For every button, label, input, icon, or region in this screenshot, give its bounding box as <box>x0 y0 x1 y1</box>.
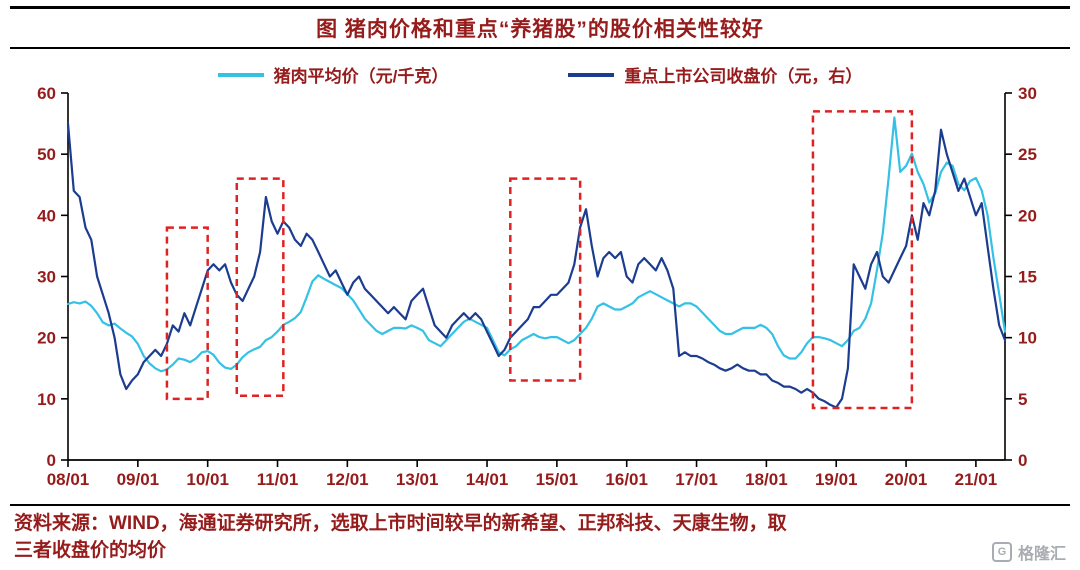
dual-axis-line-chart: 0 10 20 30 40 50 60 0 5 10 15 20 25 30 08/01 09/01 10/01… <box>37 84 1037 489</box>
source-note-line1: 资料来源：WIND，海通证券研究所，选取上市时间较早的新希望、正邦科技、天康生物… <box>14 513 787 534</box>
legend-item-pork-price: 猪肉平均价（元/千克） <box>217 62 449 87</box>
svg-text:10: 10 <box>37 390 56 409</box>
svg-text:20: 20 <box>37 329 56 348</box>
chart-legend: 猪肉平均价（元/千克） 重点上市公司收盘价（元，右） <box>0 62 1080 87</box>
svg-text:17/01: 17/01 <box>675 470 718 489</box>
legend-label-stock: 重点上市公司收盘价（元，右） <box>624 67 863 86</box>
svg-text:0: 0 <box>1018 451 1027 470</box>
svg-text:13/01: 13/01 <box>396 470 439 489</box>
source-note-line2: 三者收盘价的均价 <box>14 539 167 561</box>
svg-text:60: 60 <box>37 84 56 103</box>
svg-text:19/01: 19/01 <box>815 470 858 489</box>
svg-text:15: 15 <box>1018 268 1037 287</box>
chart-title: 图 猪肉价格和重点“养猪股”的股价相关性较好 <box>316 18 764 41</box>
top-divider <box>10 6 1070 9</box>
stock-line-swatch <box>568 72 615 77</box>
svg-text:12/01: 12/01 <box>326 470 369 489</box>
svg-text:08/01: 08/01 <box>47 470 90 489</box>
svg-text:30: 30 <box>1018 84 1037 103</box>
gelonghui-watermark: G 格隆汇 <box>991 540 1066 564</box>
svg-text:11/01: 11/01 <box>257 470 299 489</box>
svg-text:50: 50 <box>37 145 56 164</box>
svg-text:14/01: 14/01 <box>466 470 509 489</box>
svg-text:20: 20 <box>1018 206 1037 225</box>
source-note: 资料来源：WIND，海通证券研究所，选取上市时间较早的新希望、正邦科技、天康生物… <box>14 511 960 564</box>
svg-text:20/01: 20/01 <box>885 470 928 489</box>
gelonghui-icon: G <box>991 542 1012 562</box>
svg-text:15/01: 15/01 <box>536 470 579 489</box>
svg-text:30: 30 <box>37 268 56 287</box>
svg-text:10: 10 <box>1018 329 1037 348</box>
svg-text:09/01: 09/01 <box>117 470 160 489</box>
svg-text:25: 25 <box>1018 145 1037 164</box>
pork-line-swatch <box>217 72 264 77</box>
svg-text:40: 40 <box>37 206 56 225</box>
title-divider <box>10 47 1070 49</box>
legend-item-stock-price: 重点上市公司收盘价（元，右） <box>568 62 862 87</box>
svg-text:5: 5 <box>1018 390 1027 409</box>
svg-text:0: 0 <box>47 451 56 470</box>
svg-text:10/01: 10/01 <box>186 470 229 489</box>
footer-divider <box>10 504 1070 506</box>
svg-text:16/01: 16/01 <box>605 470 648 489</box>
legend-label-pork: 猪肉平均价（元/千克） <box>273 67 449 86</box>
gelonghui-text: 格隆汇 <box>1017 546 1066 563</box>
svg-text:18/01: 18/01 <box>745 470 788 489</box>
svg-text:21/01: 21/01 <box>955 470 998 489</box>
